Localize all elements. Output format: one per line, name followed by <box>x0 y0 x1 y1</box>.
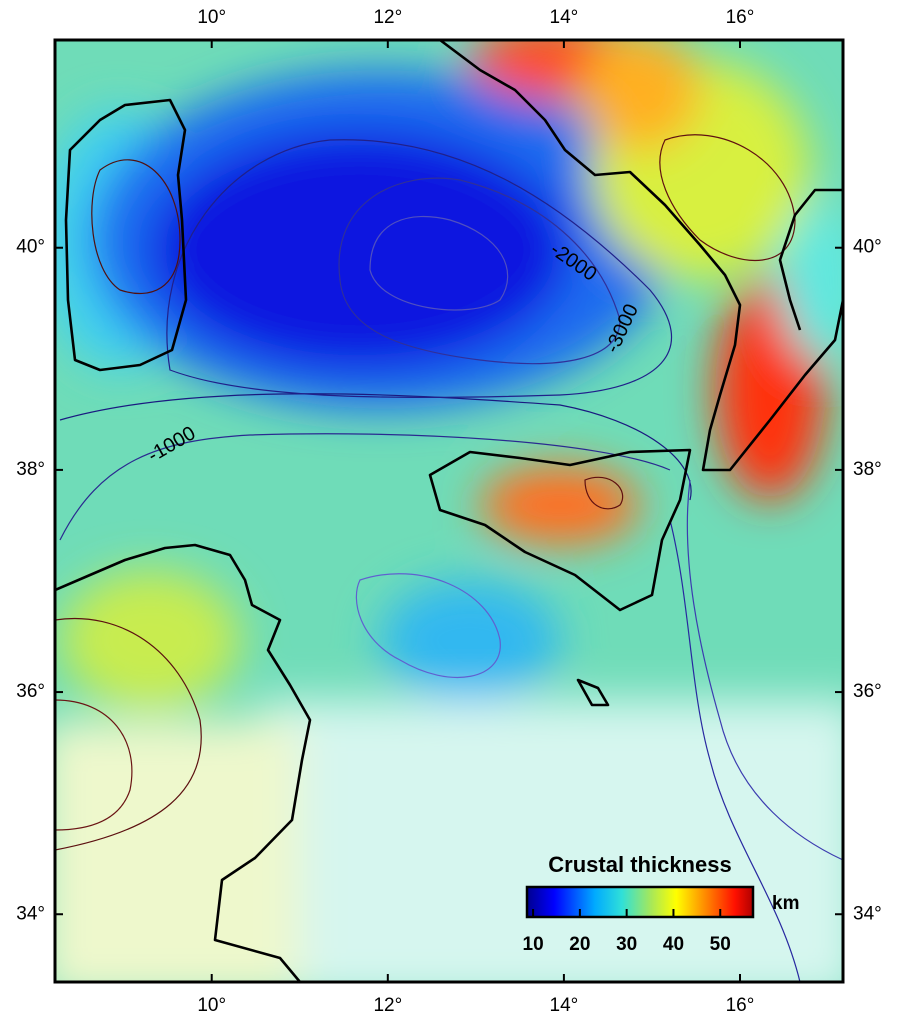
y-tick-label: 34° <box>853 903 882 924</box>
map-frame <box>53 38 845 984</box>
y-tick-label: 36° <box>16 681 45 702</box>
colorbar-unit: km <box>772 893 799 914</box>
y-tick-label: 40° <box>16 237 45 258</box>
x-tick-label: 14° <box>550 7 579 28</box>
colorbar-tick-label: 30 <box>616 934 637 955</box>
colorbar-tick-label: 40 <box>663 934 684 955</box>
x-tick-label: 12° <box>373 7 402 28</box>
colorbar-title: Crustal thickness <box>548 852 731 877</box>
y-tick-label: 40° <box>853 237 882 258</box>
colorbar-tick-label: 20 <box>569 934 590 955</box>
colorbar <box>525 885 755 919</box>
y-tick-label: 36° <box>853 681 882 702</box>
x-tick-label: 10° <box>197 7 226 28</box>
thickness-field: -1000 -2000 -3000 <box>55 40 843 982</box>
x-tick-label: 12° <box>373 995 402 1016</box>
colorbar-tick-label: 10 <box>523 934 544 955</box>
y-tick-label: 34° <box>16 903 45 924</box>
colorbar-tick-label: 50 <box>710 934 731 955</box>
x-tick-label: 14° <box>550 995 579 1016</box>
y-tick-label: 38° <box>853 459 882 480</box>
coastlines <box>55 40 843 982</box>
y-tick-label: 38° <box>16 459 45 480</box>
x-tick-label: 10° <box>197 995 226 1016</box>
x-tick-label: 16° <box>726 7 755 28</box>
x-tick-label: 16° <box>726 995 755 1016</box>
